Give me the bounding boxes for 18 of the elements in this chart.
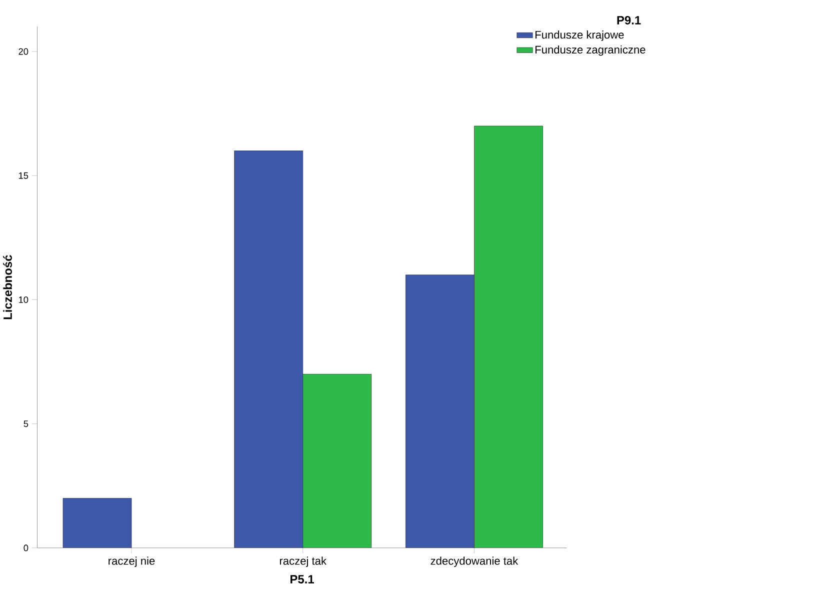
legend-title: P9.1 bbox=[617, 16, 641, 25]
y-tick-label: 15 bbox=[18, 172, 28, 180]
y-tick-label: 0 bbox=[24, 544, 28, 552]
x-tick-label: raczej nie bbox=[108, 556, 155, 568]
bar bbox=[302, 374, 372, 548]
y-tick-label: 10 bbox=[18, 296, 28, 304]
legend-label: Fundusze krajowe bbox=[536, 30, 624, 42]
bar bbox=[234, 150, 304, 548]
y-axis-title: Liczebność bbox=[3, 255, 12, 320]
x-tick-label: raczej tak bbox=[280, 556, 327, 568]
y-tick-label: 5 bbox=[24, 420, 28, 428]
bar bbox=[62, 498, 132, 548]
bar bbox=[406, 274, 474, 548]
bar bbox=[474, 126, 543, 548]
x-tick-label: zdecydowanie tak bbox=[430, 556, 518, 568]
legend-label: Fundusze zagraniczne bbox=[536, 46, 646, 56]
x-axis-title: P5.1 bbox=[290, 575, 314, 584]
y-tick-label: 20 bbox=[18, 48, 28, 56]
